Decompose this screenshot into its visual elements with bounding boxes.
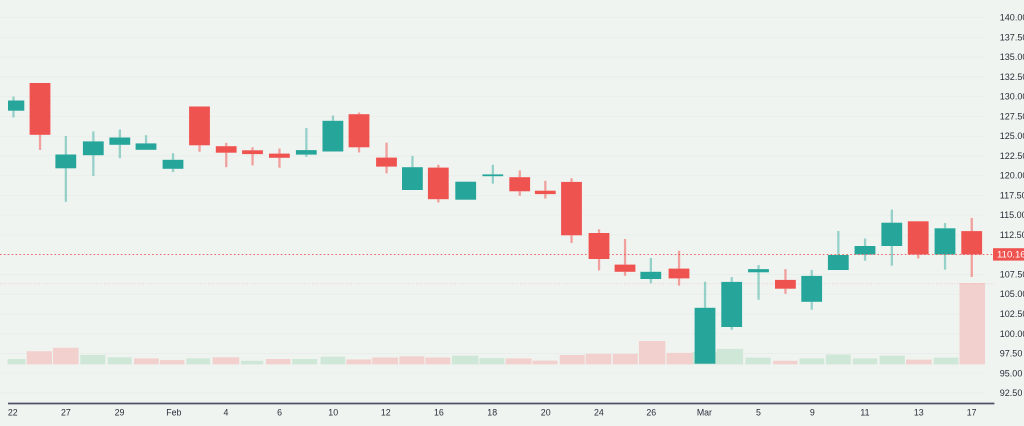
svg-text:27: 27 [61,408,71,418]
svg-text:110.16: 110.16 [997,250,1024,261]
svg-text:112.50: 112.50 [1000,230,1024,240]
svg-text:102.50: 102.50 [1000,309,1024,319]
svg-text:18: 18 [487,408,497,418]
svg-text:100.00: 100.00 [1000,329,1024,339]
svg-text:22: 22 [8,408,18,418]
svg-text:Mar: Mar [697,408,712,418]
svg-text:135.00: 135.00 [1000,52,1024,62]
svg-text:120.00: 120.00 [1000,171,1024,181]
svg-text:20: 20 [541,408,551,418]
svg-text:5: 5 [756,408,761,418]
svg-text:6: 6 [277,408,282,418]
svg-text:127.50: 127.50 [1000,111,1024,121]
svg-text:137.50: 137.50 [1000,32,1024,42]
svg-text:29: 29 [115,408,125,418]
svg-text:12: 12 [381,408,391,418]
svg-text:92.50: 92.50 [1000,388,1023,398]
svg-text:107.50: 107.50 [1000,270,1024,280]
svg-text:16: 16 [434,408,444,418]
svg-text:24: 24 [594,408,604,418]
svg-text:10: 10 [328,408,338,418]
svg-text:26: 26 [646,408,656,418]
svg-text:122.50: 122.50 [1000,151,1024,161]
svg-text:13: 13 [914,408,924,418]
svg-text:130.00: 130.00 [1000,92,1024,102]
svg-text:117.50: 117.50 [1000,190,1024,200]
svg-text:95.00: 95.00 [1000,368,1023,378]
svg-text:9: 9 [810,408,815,418]
svg-text:125.00: 125.00 [1000,131,1024,141]
svg-text:105.00: 105.00 [1000,289,1024,299]
svg-text:140.00: 140.00 [1000,13,1024,23]
svg-text:17: 17 [967,408,977,418]
svg-text:115.00: 115.00 [1000,210,1024,220]
svg-text:4: 4 [224,408,229,418]
svg-text:11: 11 [860,408,869,418]
svg-text:97.50: 97.50 [1000,349,1023,359]
svg-text:132.50: 132.50 [1000,72,1024,82]
svg-text:Feb: Feb [166,408,181,418]
